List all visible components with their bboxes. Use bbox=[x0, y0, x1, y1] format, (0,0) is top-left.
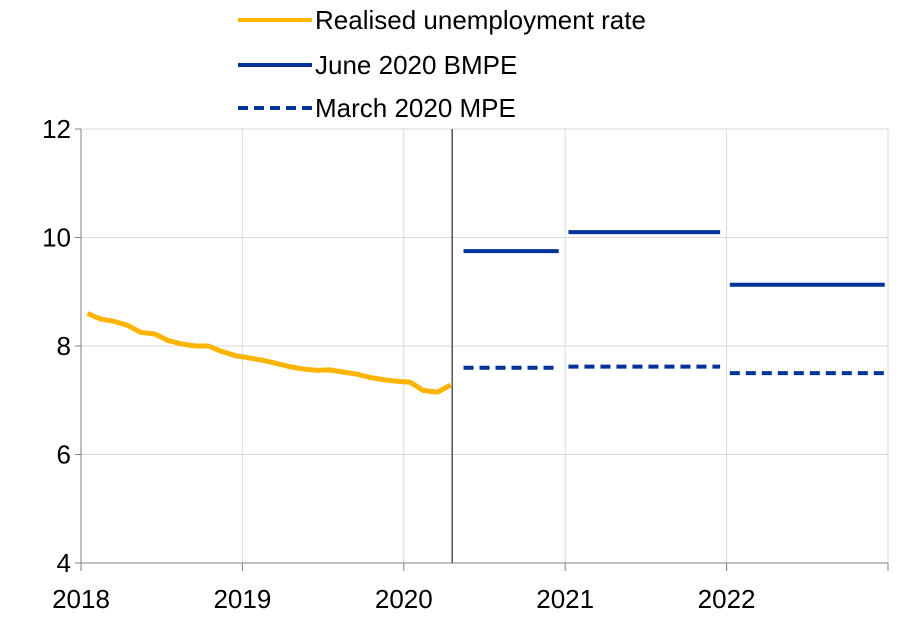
axes bbox=[75, 128, 889, 571]
x-tick-labels: 2018 2019 2020 2021 2022 bbox=[52, 584, 755, 614]
y-tick-label: 12 bbox=[42, 114, 71, 144]
y-tick-label: 6 bbox=[57, 440, 71, 470]
series-line-realised bbox=[86, 311, 452, 395]
legend-label: June 2020 BMPE bbox=[315, 50, 517, 80]
y-tick-labels: 4 6 8 10 12 bbox=[42, 114, 71, 578]
x-tick-label: 2020 bbox=[375, 584, 433, 614]
x-tick-label: 2021 bbox=[536, 584, 594, 614]
y-tick-label: 4 bbox=[57, 548, 71, 578]
legend-label: Realised unemployment rate bbox=[315, 5, 646, 35]
x-tick-label: 2018 bbox=[52, 584, 110, 614]
x-tick-label: 2022 bbox=[698, 584, 756, 614]
y-tick-label: 8 bbox=[57, 331, 71, 361]
y-tick-label: 10 bbox=[42, 223, 71, 253]
x-tick-label: 2019 bbox=[213, 584, 271, 614]
series-lines bbox=[86, 230, 885, 395]
legend: Realised unemployment rate June 2020 BMPE… bbox=[238, 5, 646, 123]
legend-label: March 2020 MPE bbox=[315, 93, 516, 123]
